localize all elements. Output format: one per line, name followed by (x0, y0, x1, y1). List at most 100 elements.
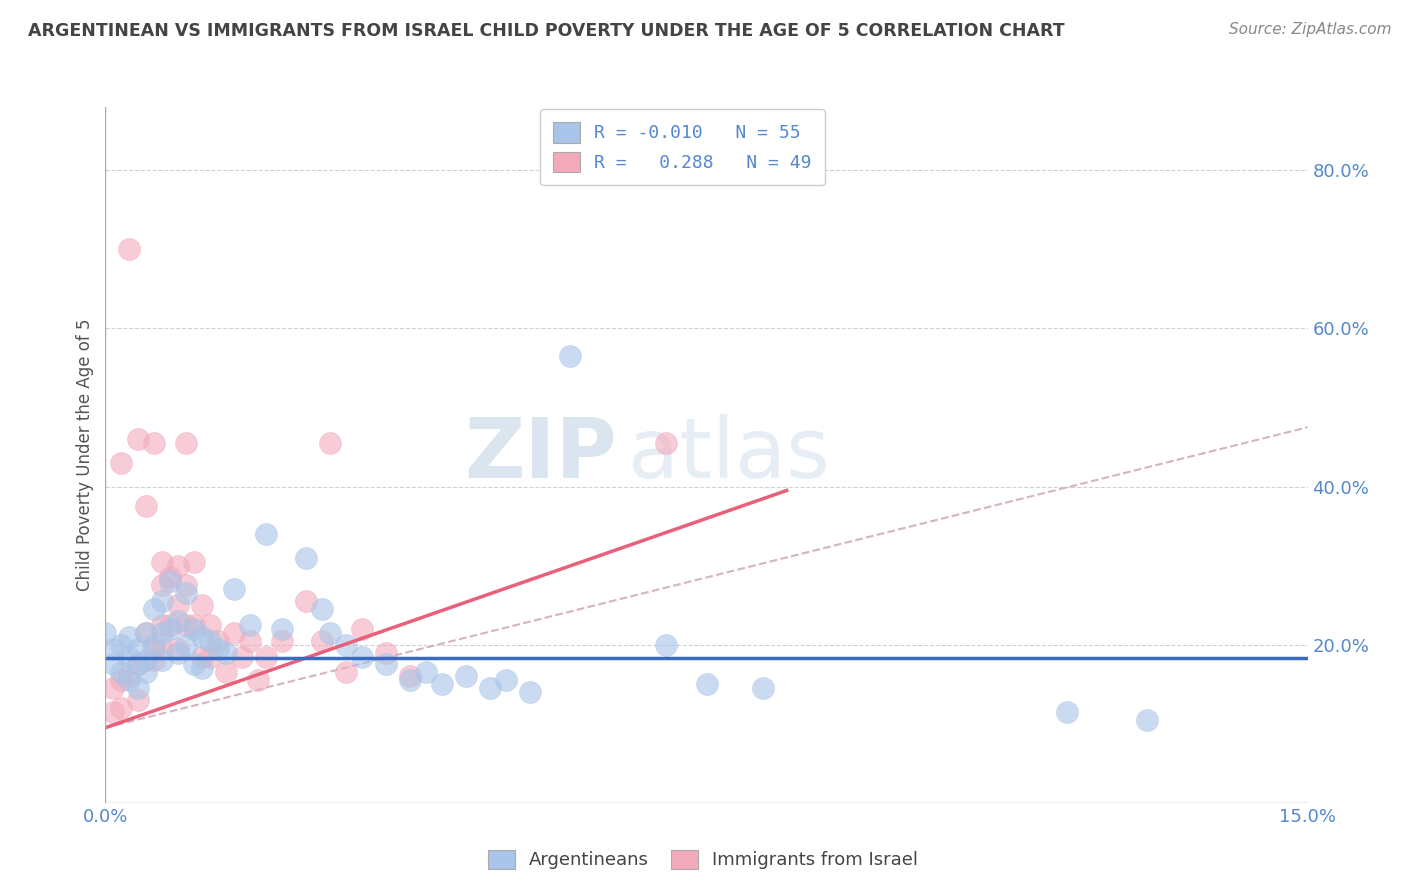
Point (495, 673, 517, 688)
Point (110, 456, 132, 470)
Point (751, 681, 773, 695)
Point (190, 661, 212, 675)
Point (214, 646, 236, 660)
Point (350, 649, 373, 664)
Point (399, 673, 422, 688)
Point (319, 625, 342, 640)
Point (150, 594, 173, 608)
Point (270, 633, 292, 648)
Point (110, 673, 132, 688)
Legend: R = -0.010   N = 55, R =   0.288   N = 49: R = -0.010 N = 55, R = 0.288 N = 49 (540, 109, 825, 186)
Point (118, 649, 141, 664)
Point (103, 705, 125, 719)
Point (135, 625, 157, 640)
Point (127, 641, 149, 656)
Point (94, 625, 117, 640)
Point (198, 649, 221, 664)
Point (335, 638, 357, 652)
Point (142, 602, 165, 616)
Y-axis label: Child Poverty Under the Age of 5: Child Poverty Under the Age of 5 (76, 318, 94, 591)
Point (142, 641, 165, 656)
Point (103, 641, 125, 656)
Point (174, 638, 197, 652)
Point (135, 500, 157, 514)
Point (135, 653, 157, 667)
Legend: Argentineans, Immigrants from Israel: Argentineans, Immigrants from Israel (478, 841, 928, 879)
Point (207, 641, 229, 656)
Point (127, 657, 149, 672)
Point (190, 649, 212, 664)
Point (127, 693, 149, 707)
Point (142, 436, 165, 450)
Point (183, 657, 205, 672)
Point (127, 681, 149, 695)
Point (118, 243, 141, 257)
Point (335, 665, 357, 680)
Point (222, 582, 245, 597)
Point (159, 570, 181, 584)
Point (696, 677, 718, 691)
Point (190, 598, 212, 612)
Point (166, 614, 188, 628)
Point (174, 586, 197, 600)
Point (183, 618, 205, 632)
Text: Source: ZipAtlas.com: Source: ZipAtlas.com (1229, 22, 1392, 37)
Text: ZIP: ZIP (464, 415, 616, 495)
Point (479, 681, 502, 695)
Point (374, 646, 398, 660)
Point (207, 633, 229, 648)
Point (150, 578, 173, 592)
Point (166, 598, 188, 612)
Point (127, 432, 149, 446)
Point (239, 633, 262, 648)
Point (295, 550, 318, 565)
Point (415, 665, 437, 680)
Point (166, 646, 188, 660)
Point (183, 622, 205, 636)
Point (454, 669, 477, 683)
Point (190, 630, 212, 644)
Point (374, 657, 398, 672)
Point (311, 602, 333, 616)
Point (222, 625, 245, 640)
Point (655, 436, 678, 450)
Point (150, 653, 173, 667)
Point (150, 555, 173, 569)
Point (295, 594, 318, 608)
Point (135, 665, 157, 680)
Point (159, 618, 181, 632)
Point (1136, 713, 1159, 727)
Point (159, 622, 181, 636)
Point (319, 436, 342, 450)
Point (110, 638, 132, 652)
Point (150, 625, 173, 640)
Point (519, 685, 541, 699)
Text: atlas: atlas (628, 415, 830, 495)
Point (399, 669, 422, 683)
Point (214, 665, 236, 680)
Point (174, 618, 197, 632)
Point (142, 638, 165, 652)
Point (183, 555, 205, 569)
Point (239, 618, 262, 632)
Point (311, 633, 333, 648)
Point (127, 657, 149, 672)
Point (655, 638, 678, 652)
Point (103, 681, 125, 695)
Point (118, 630, 141, 644)
Point (174, 436, 197, 450)
Point (110, 701, 132, 715)
Text: ARGENTINEAN VS IMMIGRANTS FROM ISRAEL CHILD POVERTY UNDER THE AGE OF 5 CORRELATI: ARGENTINEAN VS IMMIGRANTS FROM ISRAEL CH… (28, 22, 1064, 40)
Point (166, 641, 188, 656)
Point (110, 665, 132, 680)
Point (103, 657, 125, 672)
Point (198, 633, 221, 648)
Point (159, 574, 181, 589)
Point (254, 527, 277, 541)
Point (231, 649, 253, 664)
Point (135, 625, 157, 640)
Point (246, 673, 269, 688)
Point (150, 641, 173, 656)
Point (174, 578, 197, 592)
Point (118, 669, 141, 683)
